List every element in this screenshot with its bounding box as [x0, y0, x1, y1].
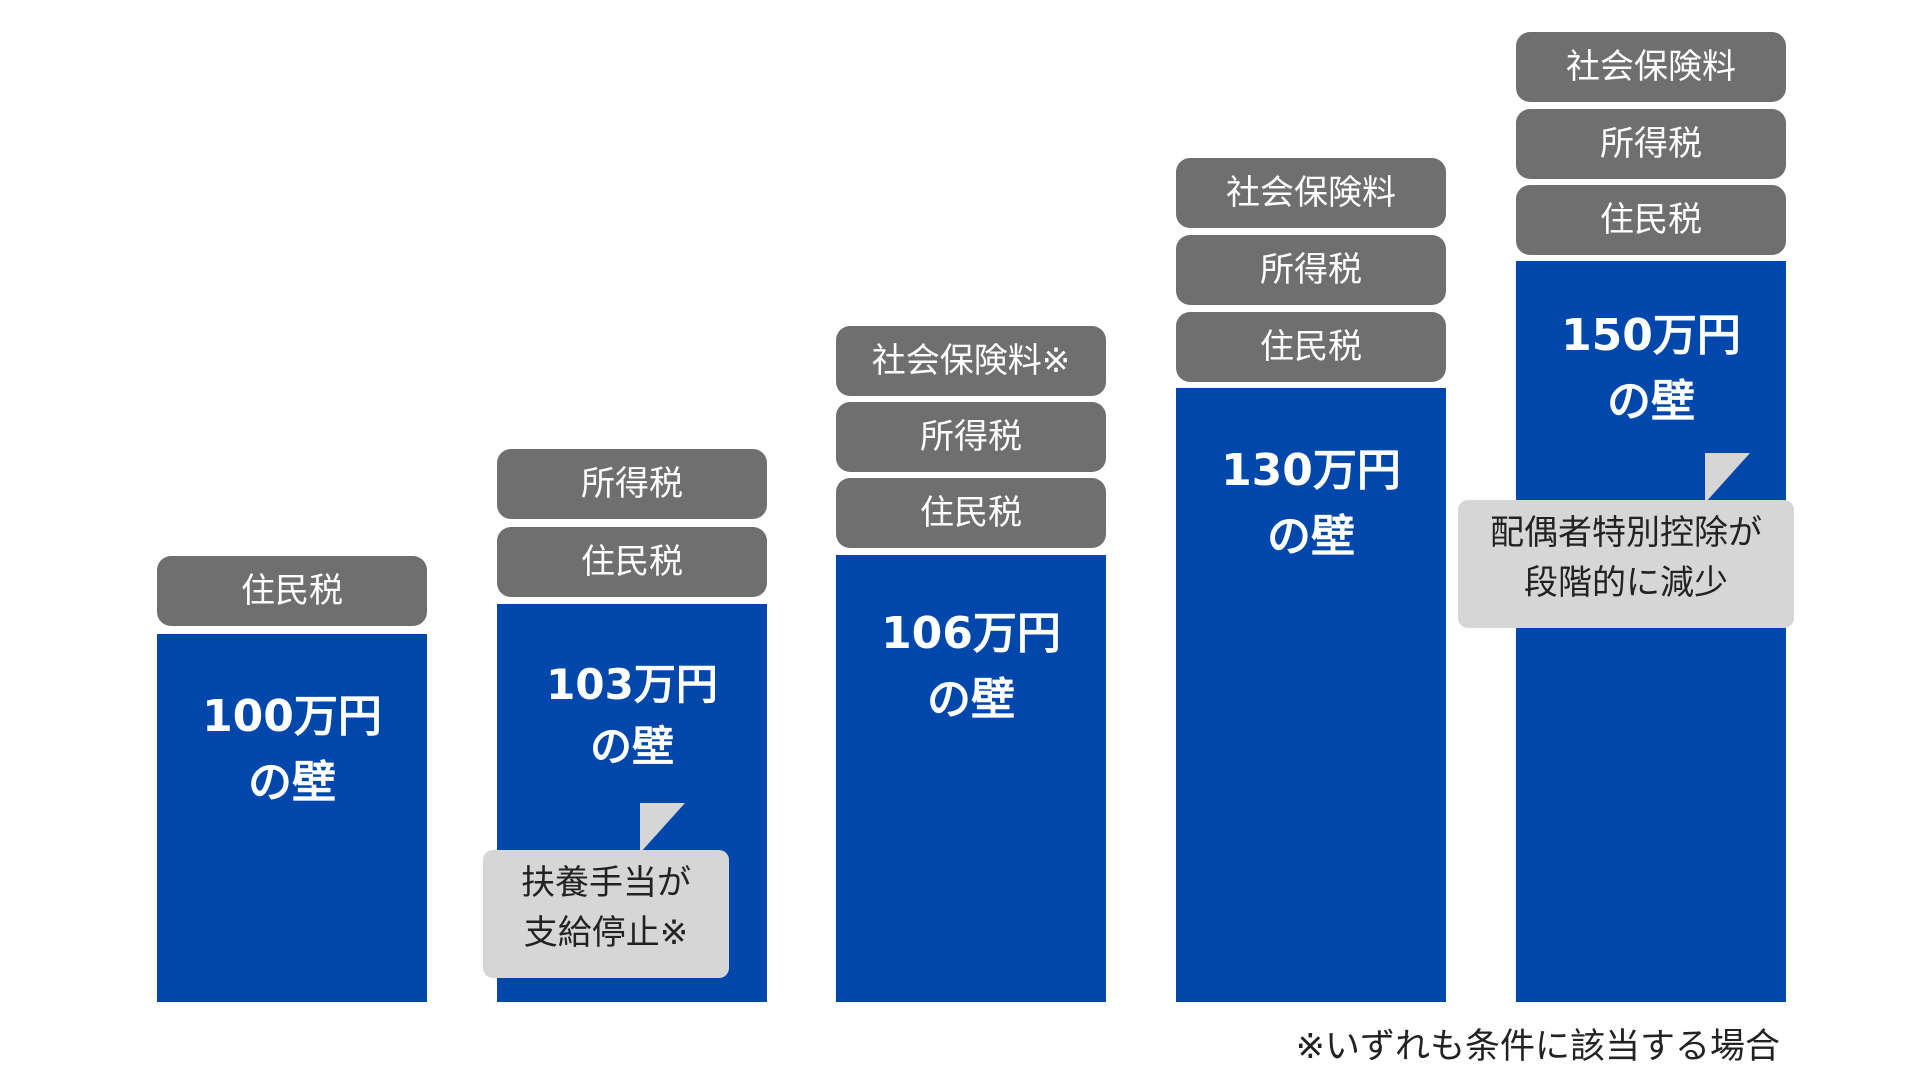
tag-social-insurance: 社会保険料	[1176, 158, 1446, 228]
callout-tail-150	[1705, 453, 1750, 503]
footnote: ※いずれも条件に該当する場合	[1295, 1027, 1780, 1067]
tag-resident-tax: 住民税	[1176, 312, 1446, 382]
wall-title: 150万円 の壁	[1516, 303, 1786, 435]
tag-income-tax: 所得税	[497, 449, 767, 519]
tag-income-tax: 所得税	[1516, 109, 1786, 179]
wall-amount: 103万円	[546, 660, 718, 709]
wall-label: の壁	[248, 757, 336, 808]
wall-title: 103万円 の壁	[497, 654, 767, 778]
callout-line-1: 扶養手当が	[521, 863, 691, 903]
wall-label: の壁	[589, 722, 674, 771]
wall-column-106: 社会保険料※ 所得税 住民税 106万円 の壁	[836, 0, 1106, 1002]
wall-bar-106: 106万円 の壁	[836, 555, 1106, 1002]
callout-tail-103	[640, 803, 685, 853]
tag-social-insurance: 社会保険料※	[836, 326, 1106, 396]
callout-line-2: 段階的に減少	[1524, 563, 1728, 603]
tag-income-tax: 所得税	[836, 402, 1106, 472]
callout-line-1: 配偶者特別控除が	[1490, 513, 1762, 553]
wall-amount: 130万円	[1221, 445, 1401, 496]
callout-line-2: 支給停止※	[523, 913, 689, 953]
wall-amount: 100万円	[202, 691, 382, 742]
tag-resident-tax: 住民税	[1516, 185, 1786, 255]
wall-column-100: 住民税 100万円 の壁	[157, 0, 427, 1002]
tag-resident-tax: 住民税	[836, 478, 1106, 548]
wall-label: の壁	[927, 674, 1015, 725]
wall-bar-150: 150万円 の壁	[1516, 261, 1786, 1002]
wall-title: 106万円 の壁	[836, 601, 1106, 733]
wall-bar-130: 130万円 の壁	[1176, 388, 1446, 1002]
wall-column-150: 社会保険料 所得税 住民税 150万円 の壁	[1516, 0, 1786, 1002]
tag-social-insurance: 社会保険料	[1516, 32, 1786, 102]
callout-family-allowance: 扶養手当が 支給停止※	[483, 850, 729, 978]
wall-title: 130万円 の壁	[1176, 438, 1446, 570]
tag-resident-tax: 住民税	[497, 527, 767, 597]
callout-spouse-deduction: 配偶者特別控除が 段階的に減少	[1458, 500, 1794, 628]
wall-amount: 150万円	[1561, 310, 1741, 361]
tag-income-tax: 所得税	[1176, 235, 1446, 305]
wall-column-130: 社会保険料 所得税 住民税 130万円 の壁	[1176, 0, 1446, 1002]
wall-title: 100万円 の壁	[157, 684, 427, 816]
wall-label: の壁	[1607, 376, 1695, 427]
tag-resident-tax: 住民税	[157, 556, 427, 626]
wall-amount: 106万円	[881, 608, 1061, 659]
wall-label: の壁	[1267, 511, 1355, 562]
wall-bar-100: 100万円 の壁	[157, 634, 427, 1002]
